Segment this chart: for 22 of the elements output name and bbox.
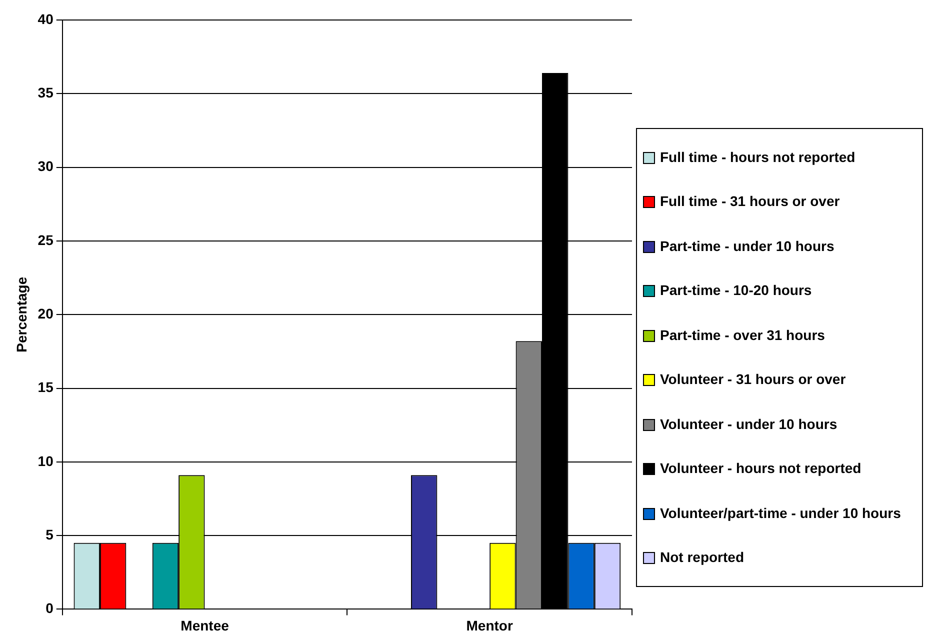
legend-label: Part-time - 10-20 hours [660, 282, 812, 300]
y-tick-label: 0 [46, 600, 54, 616]
y-tick-label: 40 [38, 10, 54, 27]
y-tick-label: 35 [38, 84, 54, 101]
y-axis-title: Percentage [13, 276, 30, 352]
legend-label: Full time - hours not reported [660, 148, 856, 166]
x-tick-label: Mentee [180, 617, 230, 634]
y-tick-label: 5 [46, 526, 54, 542]
y-tick-label: 25 [38, 232, 54, 248]
legend-label: Volunteer - under 10 hours [660, 416, 838, 433]
y-tick-label: 10 [38, 452, 54, 469]
legend-label: Not reported [660, 549, 744, 566]
legend-label: Volunteer - 31 hours or over [660, 371, 846, 388]
legend-label: Part-time - under 10 hours [660, 238, 834, 255]
y-tick-label: 15 [38, 379, 54, 396]
legend-label: Part-time - over 31 hours [660, 326, 825, 344]
y-tick-label: 30 [38, 158, 54, 174]
legend-label: Full time - 31 hours or over [660, 193, 840, 210]
legend-label: Volunteer/part-time - under 10 hours [660, 504, 901, 522]
x-tick-label: Mentor [466, 617, 514, 634]
y-tick-label: 20 [38, 305, 54, 322]
legend-label: Volunteer - hours not reported [660, 460, 862, 478]
